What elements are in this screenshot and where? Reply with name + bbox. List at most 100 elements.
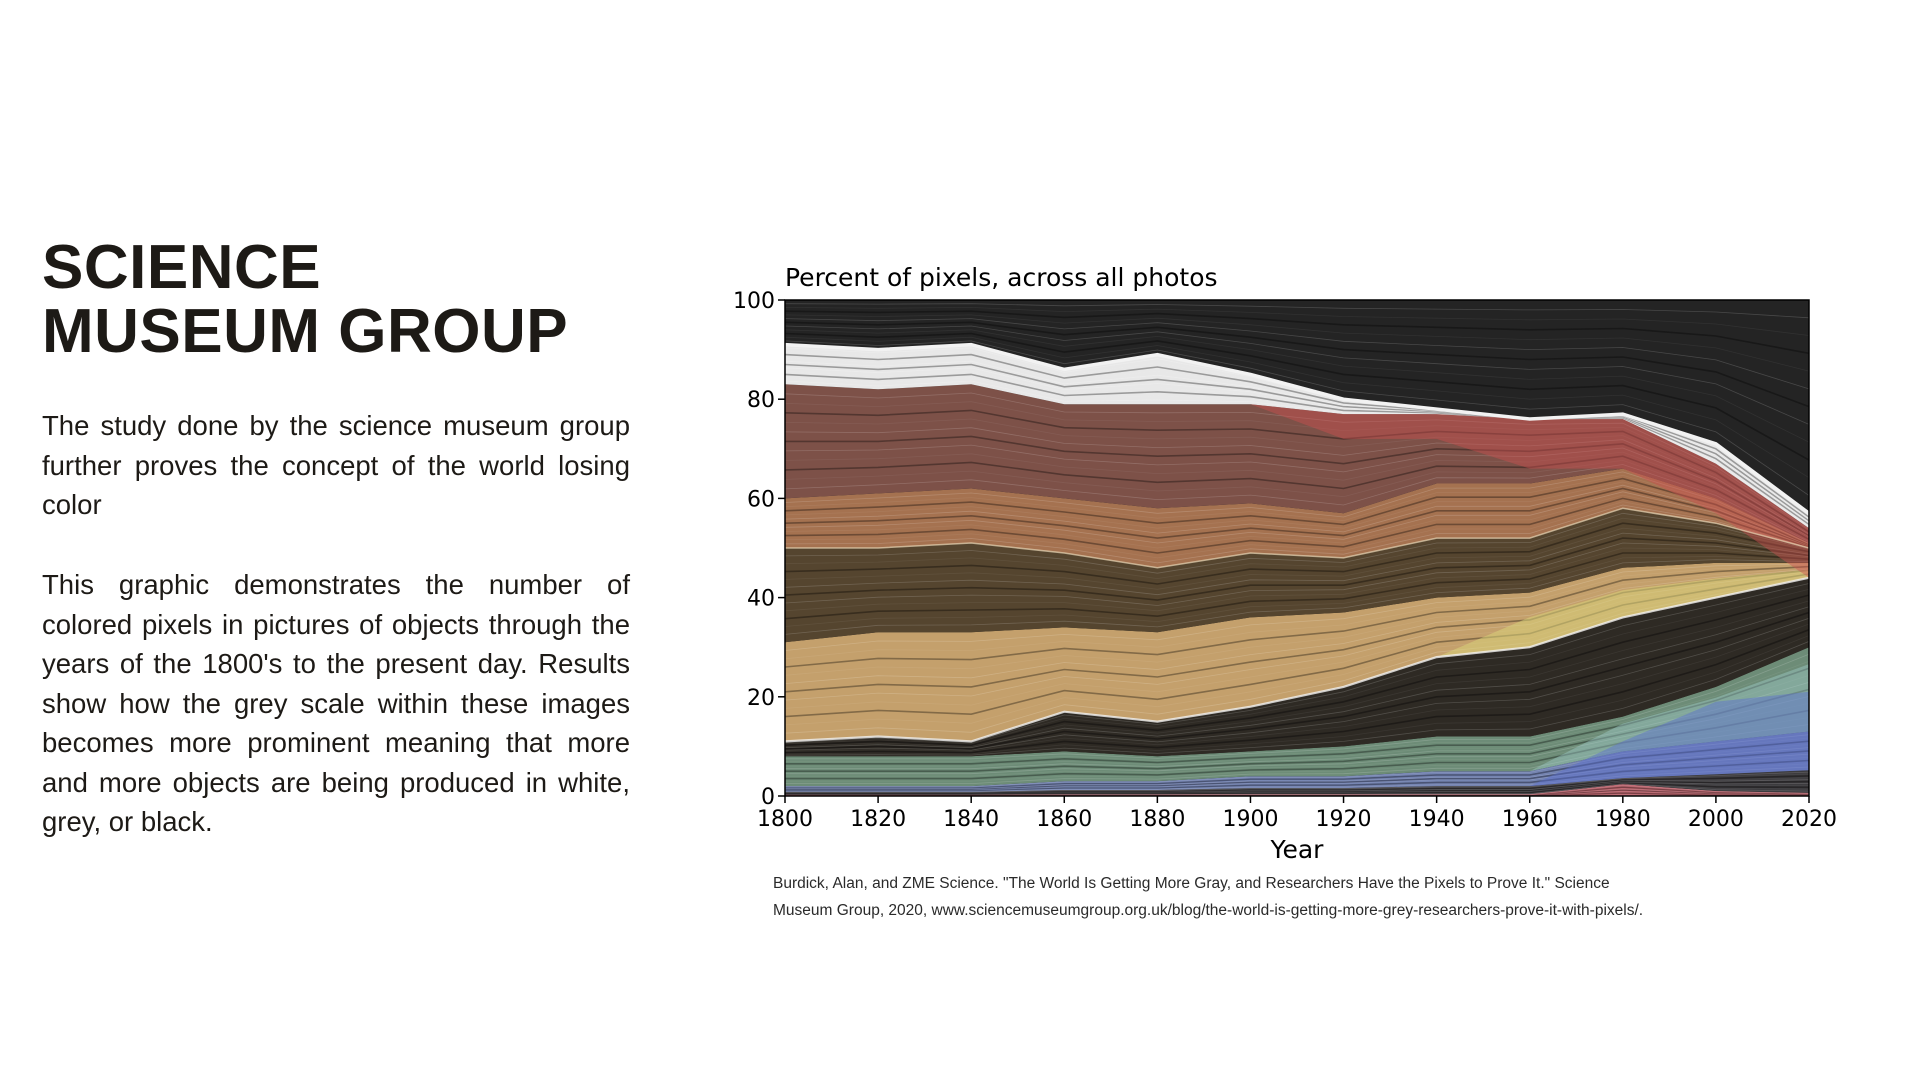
citation: Burdick, Alan, and ZME Science. "The Wor… [773,870,1783,924]
stripe-line [785,568,1809,684]
stripe-line [785,373,1809,526]
plot-frame [784,299,1810,797]
stripe-line [785,681,1809,770]
y-tick-label: 80 [747,388,775,413]
stripe-line [785,497,1809,554]
heading-line-2: MUSEUM GROUP [42,297,569,366]
chart-container: Percent of pixels, across all photos 0 20 4… [700,250,1860,880]
stripe-line [785,314,1809,372]
stripe-line [785,737,1809,788]
x-tick-label: 1860 [1036,807,1092,832]
stripe-line [785,321,1809,408]
stripe-line [785,527,1809,590]
x-tick-label: 1960 [1502,807,1558,832]
stripe-line [785,484,1809,546]
x-tick-label: 1980 [1595,807,1651,832]
stripe-line [785,606,1809,749]
stripe-line [785,635,1809,755]
stripe-line [785,703,1809,777]
stripe-line [785,629,1809,754]
stripe-line [785,512,1809,574]
stripe-line [785,522,1809,585]
stripe-line [785,501,1809,559]
stripe-line [785,380,1809,528]
stripe-line [785,600,1809,747]
light-line-brown [785,507,1809,569]
stripe-line [785,474,1809,545]
y-tick-label: 0 [761,785,775,810]
stripe-line [785,653,1809,760]
red-accent-area [785,384,1809,578]
stripe-line [785,594,1809,747]
stripe-line [785,306,1809,336]
stripe-line [785,336,1809,479]
stripe-line [785,444,1809,538]
stripe-line [785,617,1809,751]
x-tick-label: 1820 [850,807,906,832]
yellow-accent-area [785,569,1809,742]
stripe-line [785,709,1809,780]
stripe-line [785,547,1809,612]
stripe-line [785,477,1809,546]
stripe-line [785,611,1809,750]
stripe-line [785,623,1809,752]
stripe-line [785,740,1809,789]
stripe-line [785,667,1809,765]
stripe-line [785,766,1809,792]
y-tick-label: 20 [747,686,775,711]
stripe-line [785,310,1809,355]
stripe-line [785,409,1809,533]
stripe-line [785,360,1809,520]
stripe-line [785,332,1809,461]
stripe-line [785,563,1809,651]
page-heading: SCIENCE MUSEUM GROUP [42,236,568,364]
stripe-line [785,318,1809,390]
chart-title: Percent of pixels, across all photos [785,263,1218,292]
stripe-line [785,559,1809,635]
stripe-line [785,750,1809,790]
white-line-top [785,342,1809,515]
stripe-line [785,517,1809,580]
heading-line-1: SCIENCE [42,233,322,302]
stripe-line [785,370,1809,524]
stripe-line [785,724,1809,784]
stripe-line [785,641,1809,756]
stripe-line [785,583,1809,744]
stripe-line [785,588,1809,745]
intro-paragraph: The study done by the science museum gro… [42,410,630,520]
x-axis-label: Year [1270,835,1325,864]
stripe-line [785,552,1809,620]
stripe-line [785,427,1809,535]
stripe-line [785,537,1809,601]
stripe-line [785,532,1809,596]
stripe-line [785,771,1809,793]
stripe-line [785,401,1809,531]
white-line-mid [785,576,1809,743]
stripe-line [785,494,1809,549]
stripe-line [785,481,1809,546]
stacked-area-chart: Percent of pixels, across all photos 0 20 4… [733,263,1837,864]
stripe-line [785,565,1809,668]
area-orange-brown [785,468,1809,568]
stripe-line [785,555,1809,627]
y-tick-label: 60 [747,487,775,512]
stripe-line [785,660,1809,762]
stripe-line [785,471,1809,544]
stripe-line [785,674,1809,767]
plot-area [785,300,1809,796]
stripe-line [785,747,1809,789]
stripe-line [785,325,1809,425]
stripe-line [785,542,1809,606]
stripe-line [785,504,1809,564]
stripe-line [785,717,1809,782]
description-paragraph: This graphic demonstrates the number of … [42,569,630,837]
stripe-line [785,340,1809,496]
stripe-line [785,464,1809,543]
stripe-line [785,567,1809,676]
stripe-line [785,487,1809,547]
stripe-line [785,451,1809,539]
x-tick-label: 1920 [1316,807,1372,832]
stripe-line [785,688,1809,772]
stripe-line [785,435,1809,537]
citation-line-2: Museum Group, 2020, www.sciencemuseumgro… [773,902,1644,919]
